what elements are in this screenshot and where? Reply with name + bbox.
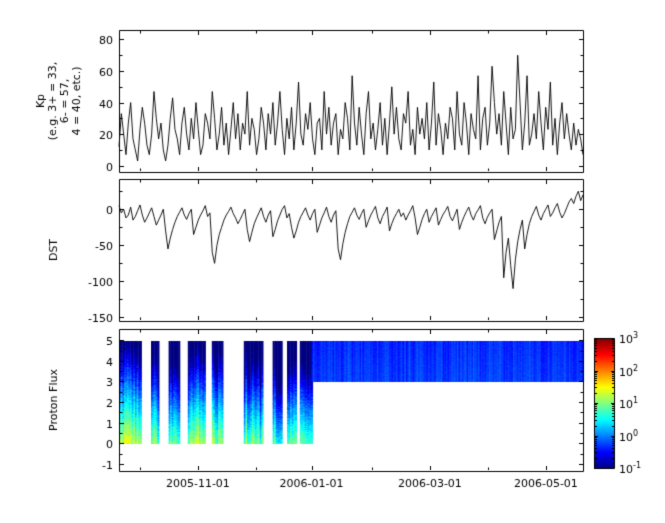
space-weather-figure [0, 0, 665, 523]
chart-canvas [0, 0, 665, 523]
